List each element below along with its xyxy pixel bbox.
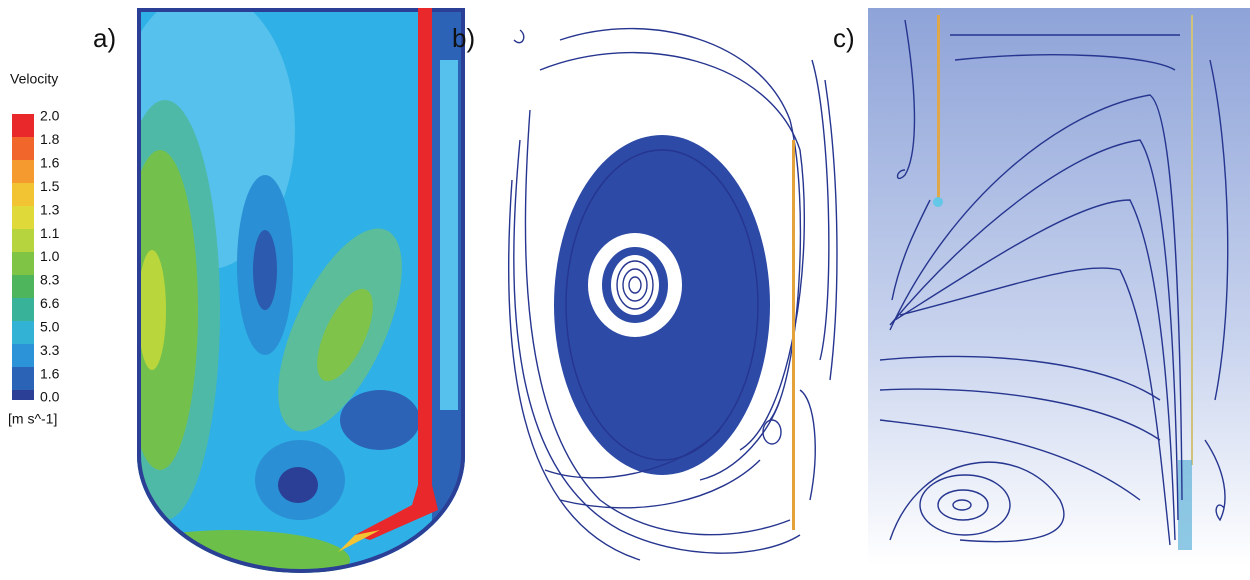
streamline-plot	[868, 8, 1250, 566]
panel-label: a)	[93, 23, 116, 53]
colorbar	[12, 114, 34, 400]
colorbar-tick-label: 3.3	[40, 342, 60, 358]
figure: Velocity [m s^-1] a)	[0, 0, 1250, 575]
legend-unit: [m s^-1]	[8, 411, 57, 427]
colorbar-tick-label: 5.0	[40, 318, 60, 334]
colorbar-tick-label: 1.1	[40, 225, 60, 241]
panel-label: c)	[833, 23, 855, 53]
contour-plot	[110, 0, 467, 575]
colorbar-tick-label: 1.8	[40, 131, 60, 147]
colorbar-tick-label: 1.0	[40, 248, 60, 264]
colorbar-tick-label: 1.3	[40, 201, 60, 217]
legend-title: Velocity	[10, 71, 58, 87]
colorbar-tick-label: 6.6	[40, 295, 60, 311]
page: {"panel_labels": ["a)", "b)", "c)"], "le…	[0, 0, 1250, 575]
colorbar-tick-label: 8.3	[40, 272, 60, 288]
colorbar-tick-label: 1.6	[40, 155, 60, 171]
streamline-plot	[509, 29, 837, 560]
colorbar-tick-label: 1.5	[40, 178, 60, 194]
colorbar-tick-label: 0.0	[40, 389, 60, 405]
panel-label: b)	[452, 23, 475, 53]
colorbar-tick-label: 2.0	[40, 108, 60, 124]
colorbar-tick-label: 1.6	[40, 365, 60, 381]
